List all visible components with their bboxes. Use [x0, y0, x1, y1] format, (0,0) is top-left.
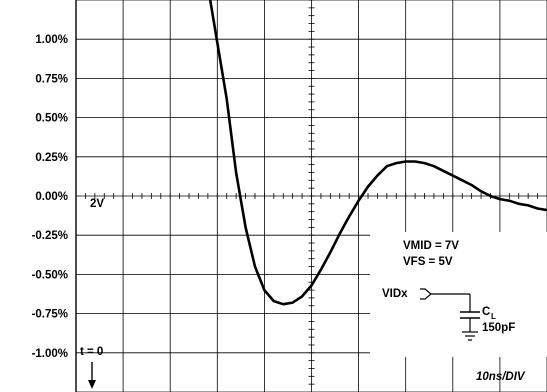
vidx-label: VIDx	[382, 288, 408, 300]
y-tick-label: -0.50%	[32, 269, 68, 281]
cl-subscript: L	[491, 312, 496, 321]
y-tick-label: 0.75%	[35, 73, 68, 85]
y-tick-label: 0.00%	[35, 191, 68, 203]
graticule	[75, 0, 547, 392]
circuit-schematic	[420, 288, 480, 341]
time-per-div-label: 10ns/DIV	[476, 371, 526, 383]
y-tick-label: 0.50%	[35, 113, 68, 125]
y-tick-label: 0.25%	[35, 152, 68, 164]
cl-label: C	[482, 306, 490, 318]
y-tick-labels: 1.00% 0.75% 0.50% 0.25% 0.00% -0.25% -0.50% -0.…	[32, 34, 68, 360]
y-tick-label: -0.75%	[32, 309, 68, 321]
y-tick-label: 1.00%	[35, 34, 68, 46]
capacitor-label: C L	[482, 306, 496, 321]
y-tick-label: -1.00%	[32, 348, 68, 360]
ref-level-marker: 2V	[90, 198, 104, 210]
t0-label: t = 0	[80, 346, 103, 358]
cap-value-label: 150pF	[482, 322, 515, 334]
y-tick-label: -0.25%	[32, 230, 68, 242]
t0-arrow	[88, 362, 96, 389]
vfs-label: VFS = 5V	[403, 256, 453, 268]
waveform-trace	[208, 0, 547, 306]
vmid-label: VMID = 7V	[403, 240, 459, 252]
